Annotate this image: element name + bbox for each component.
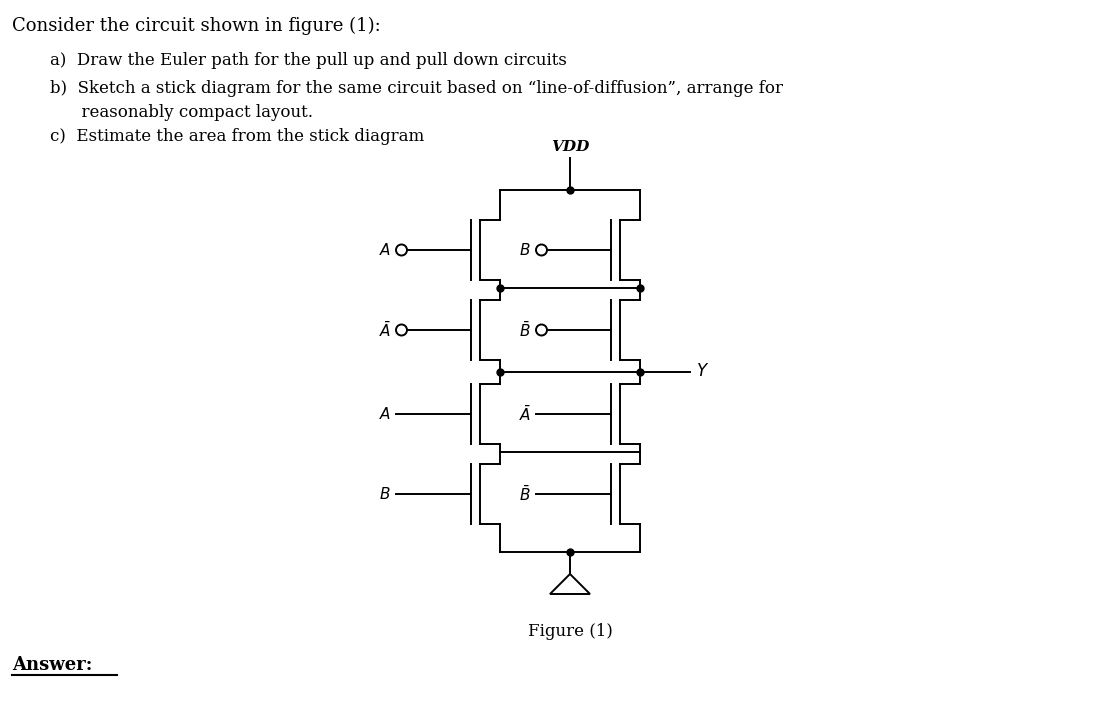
Text: Consider the circuit shown in figure (1):: Consider the circuit shown in figure (1)…	[12, 17, 381, 36]
Text: Answer:: Answer:	[12, 656, 92, 674]
Text: $\bar{B}$: $\bar{B}$	[519, 484, 531, 503]
Text: b)  Sketch a stick diagram for the same circuit based on “line-of-diffusion”, ar: b) Sketch a stick diagram for the same c…	[50, 80, 783, 97]
Text: $Y$: $Y$	[696, 364, 710, 380]
Text: $B$: $B$	[519, 242, 531, 258]
Text: $\bar{A}$: $\bar{A}$	[378, 320, 390, 340]
Text: Figure (1): Figure (1)	[528, 624, 613, 641]
Text: c)  Estimate the area from the stick diagram: c) Estimate the area from the stick diag…	[50, 128, 425, 145]
Text: a)  Draw the Euler path for the pull up and pull down circuits: a) Draw the Euler path for the pull up a…	[50, 52, 566, 69]
Text: $\bar{B}$: $\bar{B}$	[519, 320, 531, 340]
Text: $A$: $A$	[378, 242, 390, 258]
Text: VDD: VDD	[551, 140, 590, 154]
Text: reasonably compact layout.: reasonably compact layout.	[50, 104, 314, 121]
Text: $A$: $A$	[378, 406, 390, 422]
Text: $\bar{A}$: $\bar{A}$	[519, 404, 531, 424]
Text: $B$: $B$	[379, 486, 390, 502]
